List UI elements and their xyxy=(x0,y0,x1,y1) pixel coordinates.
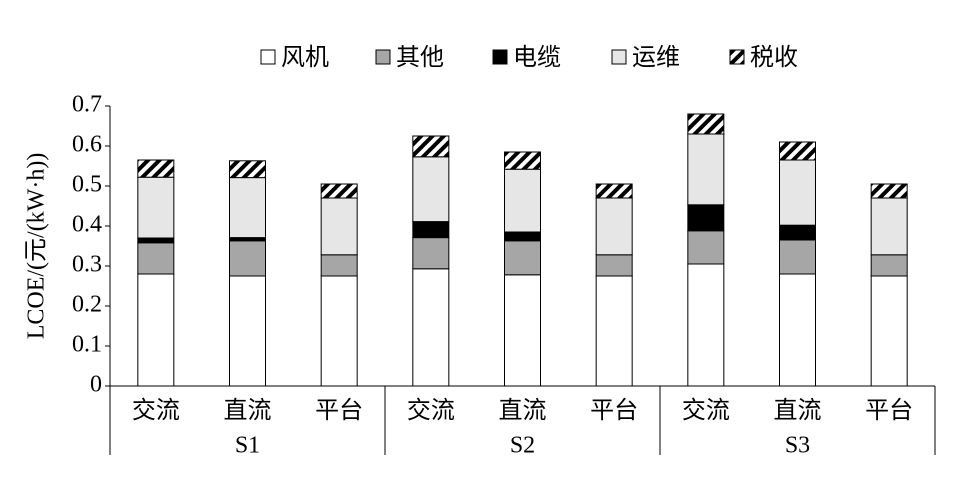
bar-segment xyxy=(504,274,541,387)
y-tick-label: 0.6 xyxy=(72,132,102,158)
legend-swatch xyxy=(260,49,276,65)
x-tick-label: 直流 xyxy=(224,396,272,424)
y-tick-label: 0.5 xyxy=(72,172,102,198)
bar-segment xyxy=(779,141,816,161)
bar-segment xyxy=(595,197,633,256)
x-tick-label: 交流 xyxy=(407,396,455,424)
y-tick-label: 0 xyxy=(90,372,102,398)
bar-segment xyxy=(504,231,541,242)
x-tick-label: 交流 xyxy=(132,396,180,424)
x-tick-label: 直流 xyxy=(774,396,822,424)
bar-segment xyxy=(870,275,908,387)
y-tick-label: 0.2 xyxy=(72,292,102,318)
bar-segment xyxy=(229,160,266,179)
bar-segment xyxy=(870,183,908,199)
bar-segment xyxy=(779,239,816,275)
x-tick-label: 平台 xyxy=(315,396,363,424)
legend-swatch xyxy=(375,49,391,65)
bar-segment xyxy=(779,273,816,387)
bar-segment xyxy=(779,159,816,226)
bar-segment xyxy=(137,159,175,178)
y-tick-label: 0.1 xyxy=(72,332,102,358)
x-tick-label: 平台 xyxy=(865,396,913,424)
bar-segment xyxy=(687,263,725,387)
bar-segment xyxy=(137,273,175,387)
bar-segment xyxy=(687,133,725,206)
bar-segment xyxy=(229,240,266,277)
legend-label: 税收 xyxy=(750,43,798,71)
bar-segment xyxy=(320,254,358,277)
y-tick-label: 0.7 xyxy=(72,92,102,118)
legend-swatch xyxy=(611,49,627,65)
group-label: S2 xyxy=(510,433,535,459)
bar-segment xyxy=(412,268,450,387)
bar-segment xyxy=(229,177,266,239)
bar-segment xyxy=(137,242,175,275)
bar-segment xyxy=(320,275,358,387)
bar-segment xyxy=(320,183,358,199)
bar-segment xyxy=(412,135,450,158)
bar-segment xyxy=(229,275,266,387)
bar-segment xyxy=(687,204,725,232)
bar-segment xyxy=(870,197,908,256)
bar-segment xyxy=(504,151,541,170)
legend-label: 电缆 xyxy=(513,43,561,71)
legend-label: 其他 xyxy=(396,43,444,71)
y-tick-label: 0.3 xyxy=(72,252,102,278)
bar-segment xyxy=(595,275,633,387)
x-tick-label: 交流 xyxy=(682,396,730,424)
legend-swatch xyxy=(492,49,508,65)
legend-swatch xyxy=(729,49,745,65)
bar-segment xyxy=(137,237,175,244)
x-tick-label: 平台 xyxy=(590,396,638,424)
bar-segment xyxy=(504,168,541,233)
group-label: S3 xyxy=(785,433,810,459)
x-tick-label: 直流 xyxy=(499,396,547,424)
bar-segment xyxy=(412,156,450,223)
bar-segment xyxy=(595,183,633,199)
bar-segment xyxy=(412,221,450,239)
bar-segment xyxy=(137,176,175,239)
y-axis-label: LCOE/(元/(kW·h)) xyxy=(24,153,50,340)
y-tick-label: 0.4 xyxy=(72,212,102,238)
bar-segment xyxy=(504,240,541,276)
bar-segment xyxy=(687,113,725,135)
bar-segment xyxy=(870,254,908,277)
bar-segment xyxy=(687,230,725,265)
bar-segment xyxy=(595,254,633,277)
legend-label: 风机 xyxy=(281,43,329,71)
legend-label: 运维 xyxy=(632,43,680,71)
bar-segment xyxy=(320,197,358,256)
bar-segment xyxy=(412,237,450,270)
group-label: S1 xyxy=(235,433,260,459)
bar-segment xyxy=(779,224,816,241)
